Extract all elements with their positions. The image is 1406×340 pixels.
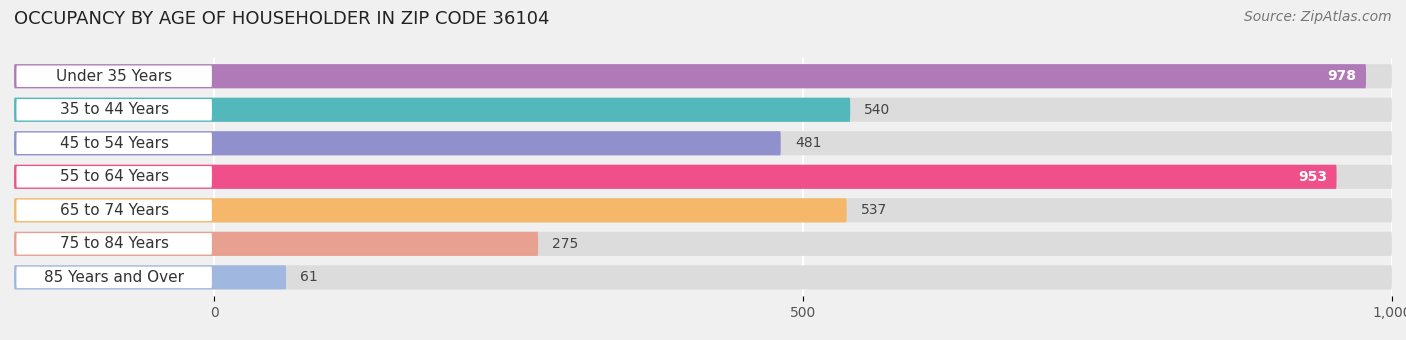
FancyBboxPatch shape	[14, 198, 1392, 222]
Text: 35 to 44 Years: 35 to 44 Years	[59, 102, 169, 117]
Text: 275: 275	[553, 237, 578, 251]
FancyBboxPatch shape	[17, 99, 212, 120]
FancyBboxPatch shape	[14, 131, 780, 155]
FancyBboxPatch shape	[17, 166, 212, 188]
FancyBboxPatch shape	[14, 165, 1392, 189]
FancyBboxPatch shape	[17, 200, 212, 221]
Text: 978: 978	[1327, 69, 1357, 83]
Text: 75 to 84 Years: 75 to 84 Years	[59, 236, 169, 251]
Text: OCCUPANCY BY AGE OF HOUSEHOLDER IN ZIP CODE 36104: OCCUPANCY BY AGE OF HOUSEHOLDER IN ZIP C…	[14, 10, 550, 28]
Text: 540: 540	[865, 103, 890, 117]
Text: 481: 481	[794, 136, 821, 150]
FancyBboxPatch shape	[14, 98, 851, 122]
FancyBboxPatch shape	[14, 64, 1392, 88]
FancyBboxPatch shape	[14, 64, 1367, 88]
Text: 55 to 64 Years: 55 to 64 Years	[59, 169, 169, 184]
FancyBboxPatch shape	[14, 198, 846, 222]
FancyBboxPatch shape	[14, 232, 1392, 256]
Text: 953: 953	[1298, 170, 1327, 184]
Text: 45 to 54 Years: 45 to 54 Years	[59, 136, 169, 151]
Text: 85 Years and Over: 85 Years and Over	[44, 270, 184, 285]
FancyBboxPatch shape	[17, 66, 212, 87]
FancyBboxPatch shape	[14, 265, 1392, 289]
FancyBboxPatch shape	[17, 233, 212, 255]
FancyBboxPatch shape	[14, 131, 1392, 155]
Text: 537: 537	[860, 203, 887, 217]
Text: Source: ZipAtlas.com: Source: ZipAtlas.com	[1244, 10, 1392, 24]
FancyBboxPatch shape	[14, 265, 285, 289]
Text: 61: 61	[301, 270, 318, 284]
FancyBboxPatch shape	[17, 133, 212, 154]
FancyBboxPatch shape	[17, 267, 212, 288]
Text: Under 35 Years: Under 35 Years	[56, 69, 172, 84]
FancyBboxPatch shape	[14, 165, 1337, 189]
FancyBboxPatch shape	[14, 98, 1392, 122]
FancyBboxPatch shape	[14, 232, 538, 256]
Text: 65 to 74 Years: 65 to 74 Years	[59, 203, 169, 218]
